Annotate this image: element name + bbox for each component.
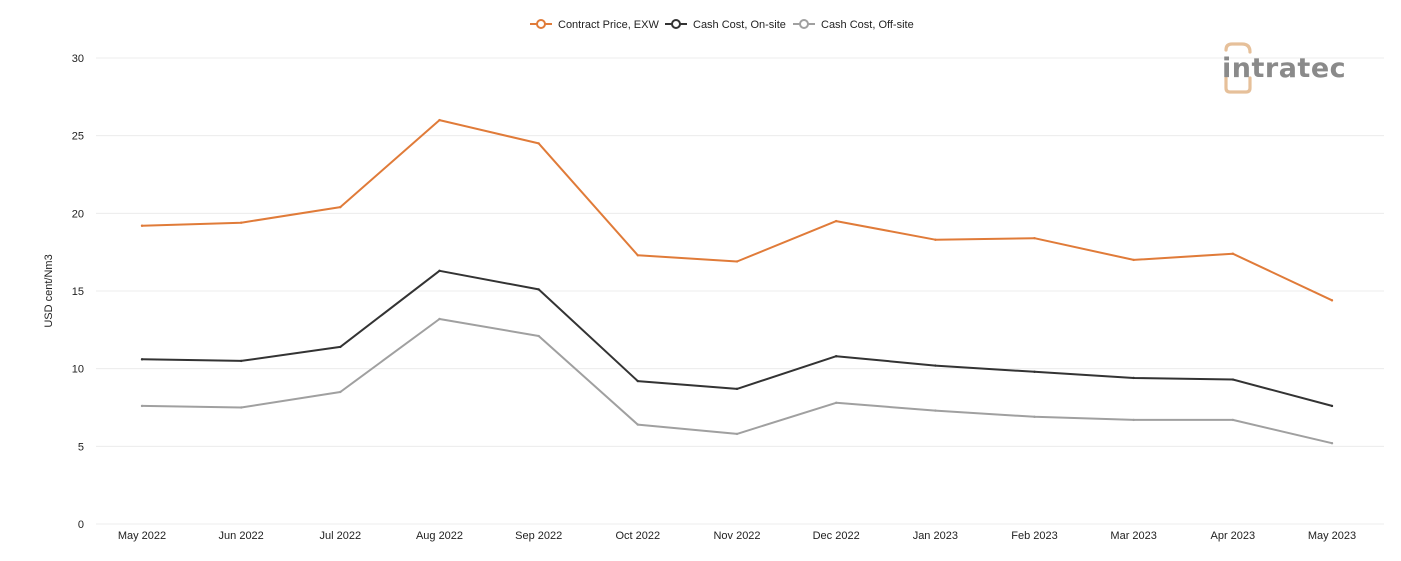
y-axis-ticks: 0 5 10 15 20 25 30	[72, 53, 84, 531]
data-point	[239, 221, 243, 224]
data-point	[339, 205, 342, 209]
data-point	[735, 432, 739, 436]
series-lines	[140, 118, 1334, 445]
x-tick-label: Sep 2022	[515, 530, 562, 542]
data-point	[239, 359, 243, 363]
data-point	[537, 334, 540, 338]
legend-marker-icon	[799, 19, 809, 29]
data-point	[934, 238, 937, 241]
x-tick-label: Feb 2023	[1011, 530, 1057, 542]
x-tick-label: Aug 2022	[416, 530, 463, 542]
legend-label: Cash Cost, Off-site	[821, 19, 914, 31]
data-point	[1033, 236, 1036, 240]
x-axis-ticks: May 2022 Jun 2022 Jul 2022 Aug 2022 Sep 2022…	[118, 530, 1356, 542]
series-line-0	[141, 119, 1333, 302]
y-tick-label: 10	[72, 364, 84, 376]
data-point	[1033, 415, 1036, 419]
intratec-logo: intratec	[1222, 42, 1346, 94]
logo-mark-icon	[1224, 76, 1252, 94]
legend-label: Cash Cost, On-site	[693, 19, 786, 31]
x-tick-label: May 2022	[118, 530, 166, 542]
data-point	[438, 317, 441, 321]
x-tick-label: Jun 2022	[219, 530, 264, 542]
legend[interactable]: Contract Price, EXW Cash Cost, On-site Cas…	[530, 19, 914, 31]
x-tick-label: Apr 2023	[1211, 530, 1256, 542]
data-point	[1033, 370, 1036, 373]
data-point	[1330, 299, 1334, 302]
data-point	[438, 269, 441, 273]
data-point	[140, 404, 144, 408]
data-point	[140, 358, 144, 361]
data-point	[1132, 258, 1135, 262]
legend-marker-icon	[536, 19, 546, 29]
data-point	[1330, 404, 1334, 408]
logo-arc-icon	[1224, 42, 1252, 54]
data-point	[339, 390, 342, 394]
data-point	[1132, 418, 1135, 422]
y-tick-label: 15	[72, 286, 84, 298]
data-point	[438, 118, 441, 122]
data-point	[735, 387, 739, 391]
data-point	[934, 409, 937, 412]
data-point	[1132, 376, 1135, 380]
x-tick-label: Dec 2022	[813, 530, 860, 542]
data-point	[834, 355, 838, 358]
data-point	[636, 254, 640, 257]
legend-label: Contract Price, EXW	[558, 19, 659, 31]
legend-marker-icon	[671, 19, 681, 29]
data-point	[834, 401, 838, 405]
data-point	[239, 406, 243, 409]
x-tick-label: Jul 2022	[320, 530, 362, 542]
data-point	[339, 345, 342, 349]
gridlines	[96, 57, 1384, 525]
data-point	[1231, 418, 1235, 422]
data-point	[140, 224, 144, 227]
data-point	[1231, 378, 1235, 381]
data-point	[1330, 442, 1334, 445]
data-point	[537, 288, 540, 291]
legend-item-1[interactable]: Cash Cost, On-site	[665, 19, 786, 31]
y-tick-label: 5	[78, 441, 84, 453]
legend-item-2[interactable]: Cash Cost, Off-site	[793, 19, 914, 31]
x-tick-label: Oct 2022	[616, 530, 661, 542]
y-tick-label: 30	[72, 53, 84, 65]
x-tick-label: Mar 2023	[1110, 530, 1156, 542]
y-tick-label: 0	[78, 519, 84, 531]
y-axis-title: USD cent/Nm3	[43, 254, 55, 327]
data-point	[636, 379, 640, 383]
data-point	[537, 142, 540, 145]
logo-text: intratec	[1222, 53, 1346, 84]
y-tick-label: 20	[72, 208, 84, 220]
data-point	[735, 260, 739, 263]
x-tick-label: May 2023	[1308, 530, 1356, 542]
x-tick-label: Nov 2022	[713, 530, 760, 542]
data-point	[934, 364, 937, 367]
legend-item-0[interactable]: Contract Price, EXW	[530, 19, 659, 31]
data-point	[636, 423, 640, 426]
y-tick-label: 25	[72, 131, 84, 143]
data-point	[834, 219, 838, 223]
series-line-2	[141, 318, 1333, 445]
data-point	[1231, 252, 1235, 255]
x-tick-label: Jan 2023	[913, 530, 958, 542]
